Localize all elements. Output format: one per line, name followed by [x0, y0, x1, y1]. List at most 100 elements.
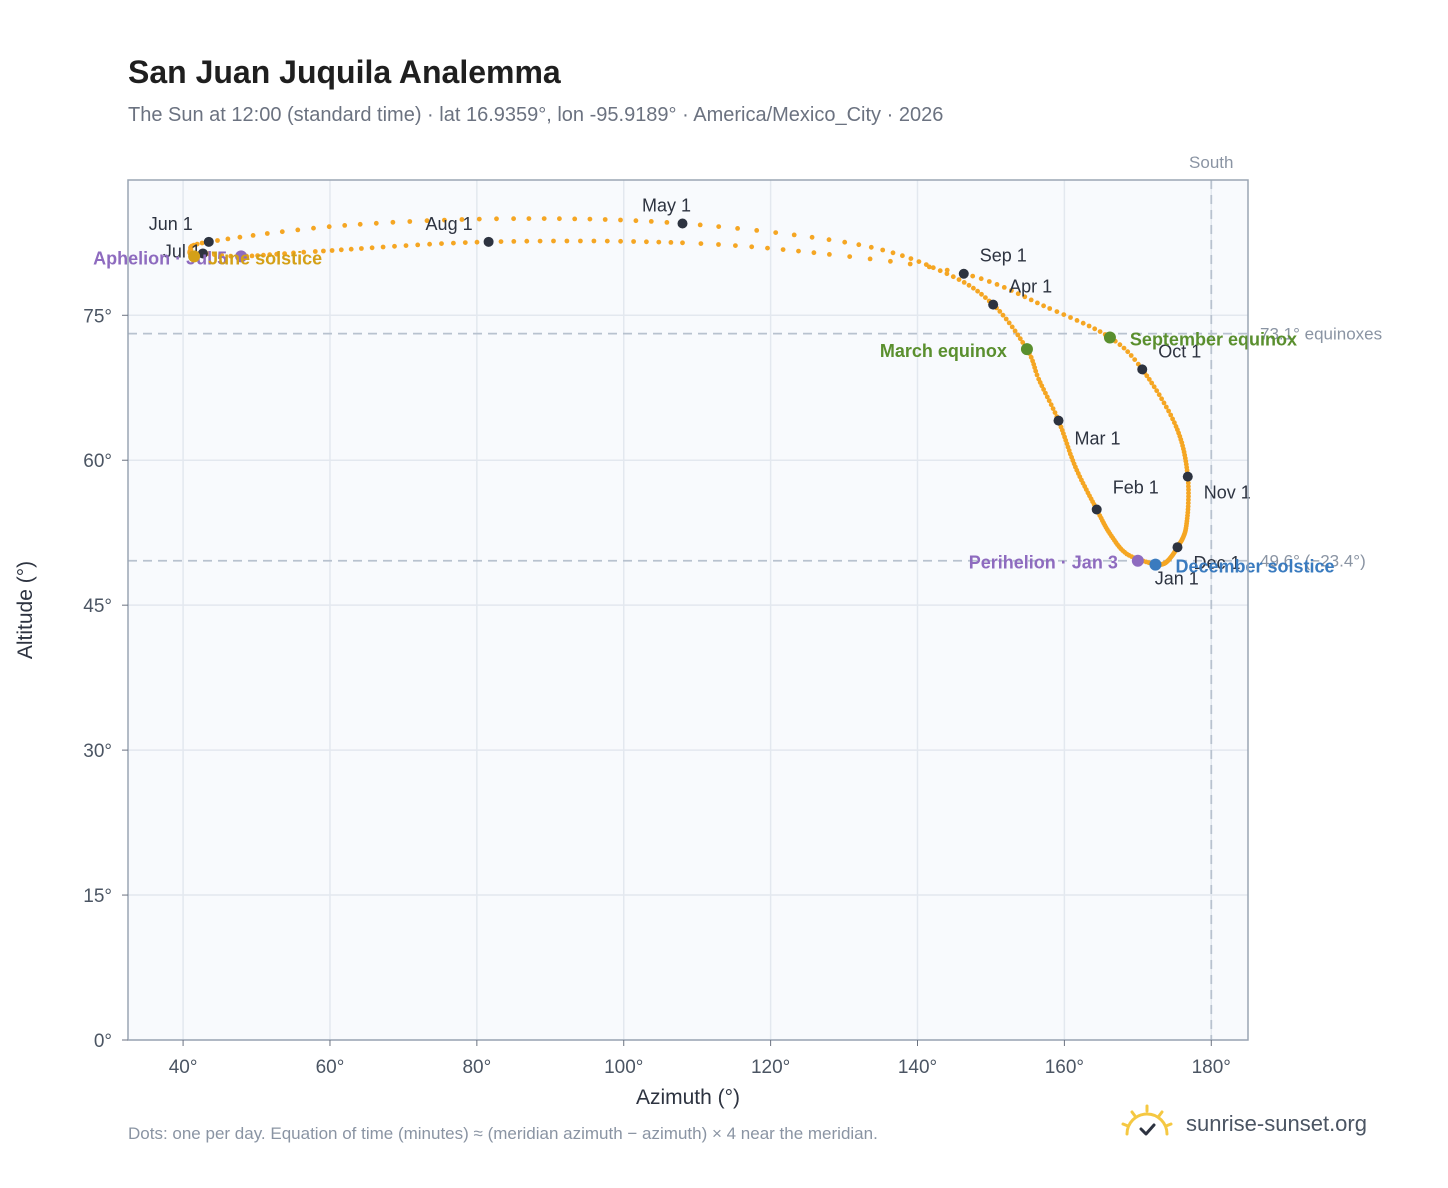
- daily-dot: [439, 241, 444, 247]
- month-marker: [677, 218, 688, 229]
- month-marker: [483, 236, 494, 247]
- daily-dot: [944, 271, 950, 277]
- daily-dot: [966, 282, 972, 288]
- daily-dot: [1047, 306, 1053, 311]
- month-label: Jun 1: [149, 214, 193, 234]
- month-label: Mar 1: [1075, 429, 1121, 449]
- daily-dot: [1170, 416, 1175, 422]
- daily-dot: [733, 243, 738, 249]
- daily-dot: [1003, 316, 1009, 322]
- daily-dot: [900, 253, 905, 259]
- daily-dot: [524, 238, 530, 244]
- daily-dot: [1001, 285, 1007, 290]
- daily-dot: [494, 216, 499, 222]
- event-label: Aphelion · Jul 5: [93, 248, 227, 268]
- y-tick-label: 15°: [83, 886, 112, 907]
- daily-dot: [680, 240, 685, 246]
- daily-dot: [1128, 353, 1134, 358]
- daily-dot: [826, 237, 832, 243]
- daily-dot: [1092, 326, 1098, 332]
- event-marker: [1103, 331, 1116, 344]
- daily-dot: [215, 238, 220, 243]
- daily-dot: [498, 239, 504, 245]
- daily-dot: [907, 261, 913, 267]
- daily-dot: [237, 234, 243, 240]
- daily-dot: [1097, 329, 1103, 334]
- daily-dot: [754, 228, 760, 233]
- daily-dot: [1186, 490, 1191, 496]
- daily-dot: [264, 231, 270, 236]
- month-marker: [1091, 504, 1102, 515]
- daily-dot: [228, 253, 234, 259]
- daily-dot: [279, 229, 285, 235]
- daily-dot: [773, 230, 779, 236]
- event-label: December solstice: [1175, 557, 1334, 577]
- daily-dot: [950, 274, 956, 280]
- chart-title: San Juan Juquila Analemma: [128, 54, 561, 90]
- daily-dot: [937, 268, 943, 274]
- daily-dot: [1050, 406, 1056, 411]
- daily-dot: [1048, 402, 1054, 408]
- daily-dot: [476, 216, 482, 222]
- daily-dot: [587, 216, 593, 222]
- daily-dot: [326, 224, 332, 230]
- daily-dot: [1159, 396, 1164, 402]
- reference-lines: South 73.1° equinoxes 49.6° (−23.4°): [128, 153, 1382, 1040]
- daily-dot: [199, 240, 205, 246]
- daily-dot: [1151, 384, 1157, 390]
- daily-dot: [342, 223, 348, 228]
- daily-dot: [1009, 288, 1014, 293]
- daily-dot: [888, 258, 893, 264]
- x-axis-label: Azimuth (°): [636, 1086, 740, 1109]
- daily-dot: [1041, 303, 1046, 309]
- daily-dot: [1154, 388, 1160, 394]
- daily-dot: [359, 246, 364, 251]
- daily-dot: [407, 219, 413, 224]
- month-marker: [1053, 415, 1064, 426]
- daily-dot: [537, 238, 543, 244]
- daily-dot: [668, 240, 674, 245]
- daily-dot: [1034, 372, 1040, 378]
- daily-dot: [1020, 340, 1026, 345]
- daily-dot: [868, 244, 874, 250]
- daily-dot: [369, 245, 375, 251]
- y-tick-label: 45°: [83, 596, 112, 617]
- month-label: May 1: [642, 195, 691, 215]
- daily-dot: [1009, 324, 1015, 330]
- y-axis-label: Altitude (°): [14, 561, 37, 659]
- event-marker: [235, 250, 248, 263]
- month-label: Apr 1: [1009, 277, 1052, 297]
- daily-dot: [390, 219, 396, 225]
- daily-dot: [1012, 328, 1018, 334]
- daily-dot: [1054, 309, 1060, 314]
- daily-dot: [648, 219, 654, 224]
- daily-dot: [986, 279, 992, 284]
- daily-dot: [1022, 294, 1028, 300]
- daily-dot: [656, 239, 662, 245]
- daily-dot: [1149, 380, 1155, 386]
- daily-dot: [880, 247, 886, 253]
- daily-dot: [291, 250, 296, 256]
- daily-dot: [1144, 373, 1150, 379]
- daily-dot: [1044, 394, 1050, 400]
- reference-line-label: 73.1° equinoxes: [1260, 325, 1382, 344]
- event-marker: [1131, 554, 1144, 567]
- daily-dot: [301, 249, 307, 255]
- y-tick-label: 60°: [83, 451, 112, 472]
- month-marker: [1182, 471, 1193, 482]
- daily-dot: [827, 252, 832, 257]
- daily-dot: [415, 242, 421, 248]
- daily-dot: [716, 242, 721, 247]
- daily-dot: [442, 217, 447, 223]
- daily-dot: [930, 265, 936, 271]
- daily-dot: [1146, 376, 1152, 382]
- daily-dot: [618, 238, 623, 244]
- daily-dot: [1061, 312, 1067, 317]
- brand[interactable]: sunrise-sunset.org: [1120, 1104, 1367, 1144]
- month-label: Jan 1: [1155, 569, 1199, 589]
- daily-dot: [716, 224, 722, 230]
- daily-dot: [975, 288, 980, 294]
- x-tick-label: 120°: [751, 1057, 790, 1078]
- daily-dot: [1015, 291, 1021, 297]
- daily-dot: [591, 238, 597, 244]
